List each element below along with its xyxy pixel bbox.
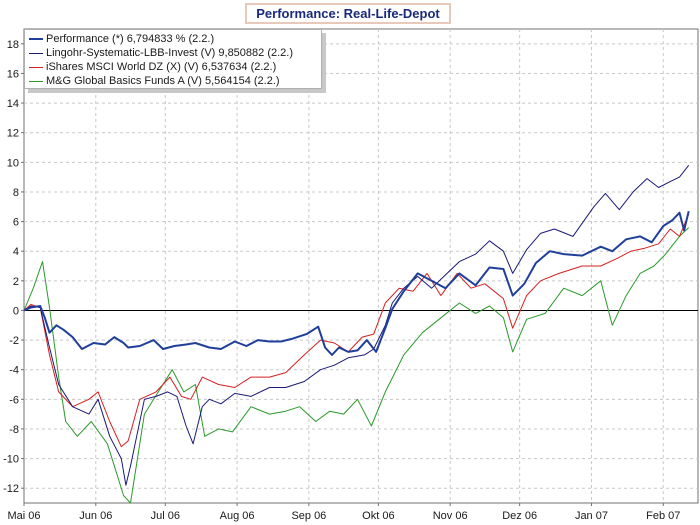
x-axis-ticks: Mai 06 Jun 06 Jul 06 Aug 06 Sep 06 Okt 06 Nov …: [7, 503, 680, 522]
y-tick-label: 18: [7, 39, 19, 51]
y-tick-label: 16: [7, 68, 19, 80]
y-tick-label: 6: [13, 217, 19, 229]
chart-title-box: Performance: Real-Life-Depot: [245, 3, 451, 24]
y-axis-ticks: -12 -10 -8 -6 -4 -2 0 2 4 6 8 10 12 14 16 18: [3, 39, 24, 495]
y-tick-label: 0: [13, 305, 19, 317]
x-tick-label: Feb 07: [646, 510, 680, 522]
series-lines: [23, 164, 690, 504]
x-tick-label: Mai 06: [7, 510, 40, 522]
x-tick-label: Jun 06: [79, 510, 112, 522]
y-tick-label: -2: [9, 335, 19, 347]
x-tick-label: Jan 07: [575, 510, 608, 522]
legend-swatch-ishares: [29, 66, 43, 68]
x-tick-label: Jul 06: [151, 510, 180, 522]
series-line-2: [23, 214, 690, 448]
legend-swatch-mg-global: [29, 80, 43, 82]
y-tick-label: 2: [13, 276, 19, 288]
y-tick-label: -12: [3, 483, 19, 495]
y-tick-label: 8: [13, 187, 19, 199]
legend-label-performance: Performance (*) 6,794833 % (2.2.): [46, 33, 215, 45]
y-tick-label: -10: [3, 454, 19, 466]
legend-label-lingohr: Lingohr-Systematic-LBB-Invest (V) 9,8508…: [46, 47, 294, 59]
chart-legend: Performance (*) 6,794833 % (2.2.) Lingoh…: [24, 29, 322, 89]
series-line-0: [23, 210, 690, 356]
x-tick-label: Aug 06: [220, 510, 255, 522]
x-tick-label: Okt 06: [362, 510, 394, 522]
legend-item-lingohr: Lingohr-Systematic-LBB-Invest (V) 9,8508…: [29, 46, 317, 60]
y-tick-label: 4: [13, 246, 19, 258]
y-tick-label: -6: [9, 394, 19, 406]
legend-item-performance: Performance (*) 6,794833 % (2.2.): [29, 32, 317, 46]
legend-label-ishares: iShares MSCI World DZ (X) (V) 6,537634 (…: [46, 61, 277, 73]
gridlines: [24, 29, 698, 503]
series-line-3: [23, 227, 690, 504]
y-tick-label: 10: [7, 157, 19, 169]
legend-swatch-lingohr: [29, 52, 43, 54]
y-tick-label: -4: [9, 365, 19, 377]
x-tick-label: Dez 06: [502, 510, 537, 522]
legend-item-mg-global: M&G Global Basics Funds A (V) 5,564154 (…: [29, 74, 317, 88]
x-tick-label: Nov 06: [433, 510, 468, 522]
x-tick-label: Sep 06: [291, 510, 326, 522]
legend-swatch-performance: [29, 38, 43, 40]
y-tick-label: -8: [9, 424, 19, 436]
y-tick-label: 12: [7, 128, 19, 140]
legend-label-mg-global: M&G Global Basics Funds A (V) 5,564154 (…: [46, 75, 280, 87]
chart-title: Performance: Real-Life-Depot: [256, 6, 440, 21]
series-line-1: [23, 164, 690, 486]
y-tick-label: 14: [7, 98, 19, 110]
legend-item-ishares: iShares MSCI World DZ (X) (V) 6,537634 (…: [29, 60, 317, 74]
